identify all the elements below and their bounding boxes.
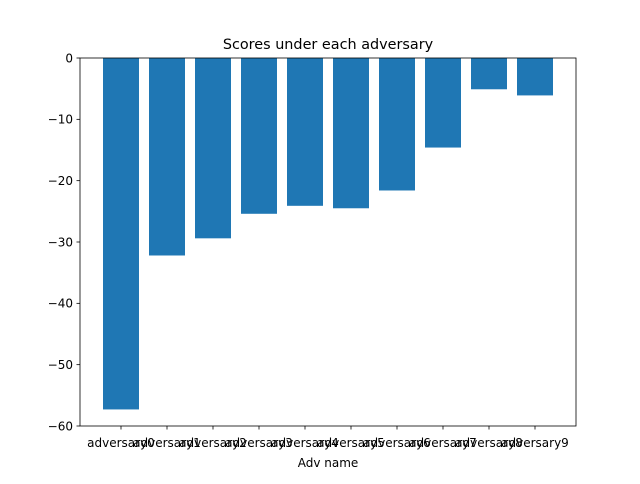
bar-adversary7 [425, 58, 461, 148]
x-axis-label: Adv name [298, 456, 359, 470]
x-axis: adversary0adversary1adversary2adversary3… [87, 426, 569, 450]
bar-adversary6 [379, 58, 415, 191]
bars-layer [103, 58, 553, 410]
y-tick-label: −60 [48, 419, 73, 433]
bar-adversary3 [241, 58, 277, 214]
x-tick-label-adversary0: adversary0 [87, 436, 155, 450]
y-tick-label: −30 [48, 235, 73, 249]
bar-adversary8 [471, 58, 507, 90]
chart-title: Scores under each adversary [223, 37, 434, 53]
bar-adversary5 [333, 58, 369, 209]
plot-frame [79, 57, 577, 427]
bar-adversary9 [517, 58, 553, 96]
bar-adversary2 [195, 58, 231, 239]
bar-adversary1 [149, 58, 185, 256]
x-tick-label-adversary7: adversary7 [409, 436, 477, 450]
x-tick-label-adversary3: adversary3 [225, 436, 293, 450]
y-tick-label: 0 [65, 51, 73, 65]
y-axis: 0 −10 −20 −30 −40 −50 −60 [48, 51, 80, 433]
bar-adversary4 [287, 58, 323, 206]
x-tick-label-adversary6: adversary6 [363, 436, 431, 450]
x-tick-label-adversary1: adversary1 [133, 436, 201, 450]
x-tick-label-adversary2: adversary2 [179, 436, 247, 450]
y-tick-label: −10 [48, 113, 73, 127]
bar-adversary0 [103, 58, 139, 410]
x-tick-label-adversary9: adversary9 [501, 436, 569, 450]
x-tick-label-adversary5: adversary5 [317, 436, 385, 450]
y-tick-label: −20 [48, 174, 73, 188]
x-tick-label-adversary8: adversary8 [455, 436, 523, 450]
y-tick-label: −40 [48, 297, 73, 311]
x-tick-label-adversary4: adversary4 [271, 436, 339, 450]
y-tick-label: −50 [48, 358, 73, 372]
